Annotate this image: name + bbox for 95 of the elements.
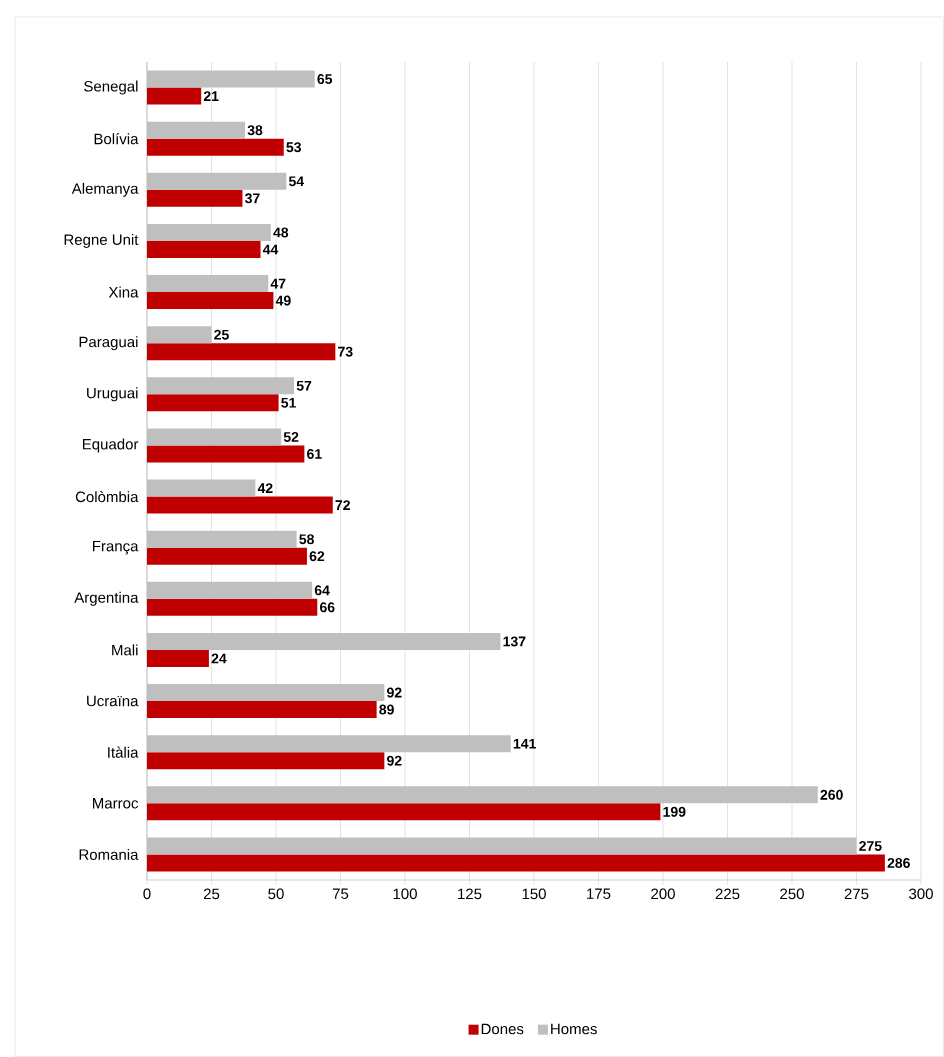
bar [147, 735, 511, 753]
bar [147, 275, 269, 293]
bar [147, 632, 501, 650]
data-label: 48 [273, 227, 289, 238]
x-tick-label: 200 [651, 888, 675, 900]
data-label: 62 [309, 551, 325, 562]
legend-label: Dones [481, 1023, 524, 1035]
y-tick-label: França [93, 540, 139, 555]
bar [147, 854, 885, 872]
data-label: 42 [257, 483, 273, 493]
data-label: 286 [887, 857, 910, 868]
x-tick-label: 250 [780, 888, 804, 900]
data-label: 260 [820, 789, 843, 800]
data-label: 54 [288, 176, 305, 187]
x-tick-label: 275 [844, 888, 869, 900]
bar [147, 479, 256, 497]
bar [147, 547, 307, 565]
x-tick-label: 150 [522, 888, 546, 900]
bar [147, 803, 661, 821]
data-label: 37 [244, 193, 260, 204]
data-label: 49 [275, 295, 291, 306]
y-tick-label: Mali [112, 644, 138, 656]
data-label: 38 [247, 125, 263, 136]
bar [147, 598, 318, 616]
bar [147, 240, 261, 258]
data-label: 61 [307, 448, 322, 459]
y-tick-label: Regne Unit [64, 233, 139, 248]
bar [147, 786, 818, 804]
bar [147, 121, 246, 139]
x-tick-label: 25 [203, 888, 220, 900]
bar [147, 581, 313, 599]
bar [147, 292, 274, 310]
data-label: 52 [283, 431, 299, 442]
bar [147, 496, 333, 514]
y-tick-label: Marroc [93, 798, 139, 809]
data-label: 57 [296, 380, 312, 391]
data-label: 72 [335, 500, 350, 510]
bar [147, 428, 282, 446]
bar [147, 684, 385, 702]
y-tick-label: Argentina [74, 591, 139, 606]
bar [147, 377, 295, 395]
data-label: 53 [286, 142, 301, 153]
legend-label: Homes [551, 1023, 597, 1035]
bar [147, 326, 212, 344]
data-label: 137 [503, 636, 526, 647]
bar [147, 138, 284, 156]
bar [147, 530, 297, 548]
x-tick-label: 175 [587, 888, 611, 899]
bar [147, 394, 279, 412]
y-tick-label: Equador [82, 438, 139, 453]
data-label: 141 [513, 738, 536, 749]
data-label: 275 [859, 840, 882, 851]
data-label: 199 [663, 806, 686, 817]
data-label: 92 [387, 687, 402, 698]
bar [147, 701, 377, 719]
y-tick-label: Xina [108, 286, 139, 298]
x-tick-label: 50 [268, 888, 284, 900]
bar [147, 837, 857, 855]
y-tick-label: Ucraïna [87, 695, 139, 707]
y-tick-label: Senegal [84, 80, 138, 95]
y-tick-label: Bolívia [94, 133, 139, 145]
data-label: 21 [203, 91, 219, 101]
data-label: 89 [379, 704, 394, 715]
data-label: 65 [317, 74, 333, 85]
bar [147, 445, 305, 463]
y-tick-label: Colòmbia [75, 490, 139, 503]
x-tick-label: 125 [458, 888, 482, 900]
data-label: 25 [214, 329, 229, 340]
x-tick-label: 100 [393, 888, 417, 900]
bar [147, 189, 243, 207]
data-label: 66 [320, 602, 335, 613]
x-tick-label: 225 [715, 888, 740, 900]
data-label: 47 [270, 278, 286, 289]
data-label: 58 [299, 534, 314, 545]
data-label: 73 [338, 346, 353, 357]
y-tick-label: Itàlia [108, 746, 139, 758]
bar [147, 223, 271, 241]
data-label: 51 [281, 397, 296, 408]
data-label: 24 [211, 653, 227, 664]
y-tick-label: Alemanya [71, 182, 139, 197]
bar [147, 343, 336, 361]
y-tick-label: Paraguai [79, 336, 138, 351]
data-label: 64 [314, 585, 330, 596]
bar [147, 752, 385, 770]
x-tick-label: 300 [909, 888, 933, 900]
x-tick-label: 0 [143, 888, 151, 900]
bar [147, 70, 315, 88]
y-tick-label: Uruguai [87, 387, 138, 402]
data-label: 92 [387, 755, 402, 766]
bar [147, 172, 287, 190]
bar [147, 87, 202, 105]
y-tick-label: Romania [79, 848, 139, 860]
x-tick-label: 75 [332, 888, 349, 899]
data-label: 44 [262, 244, 279, 255]
bar [147, 649, 209, 667]
